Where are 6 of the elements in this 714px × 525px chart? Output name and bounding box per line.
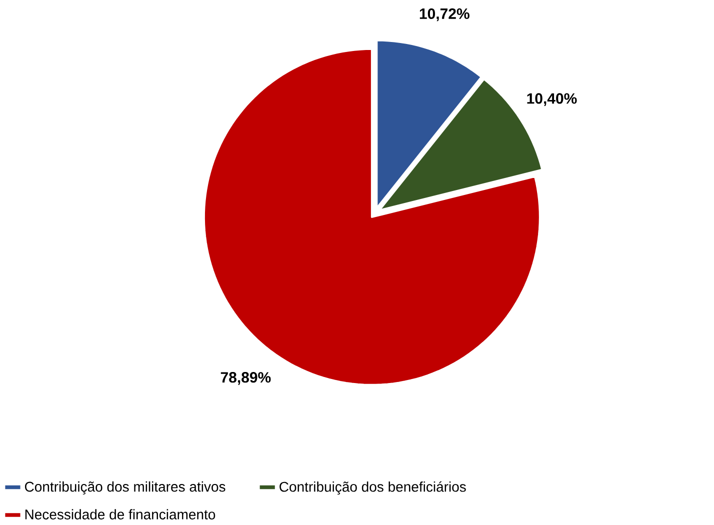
data-label: 10,40%: [527, 93, 577, 106]
data-label: 78,89%: [220, 372, 271, 385]
data-label: 10,72%: [420, 8, 470, 22]
legend-label: Contribuição dos militares ativos: [24, 481, 226, 495]
legend-label: Necessidade de financiamento: [25, 509, 216, 520]
legend-label: Contribuição dos beneficiários: [280, 481, 466, 495]
